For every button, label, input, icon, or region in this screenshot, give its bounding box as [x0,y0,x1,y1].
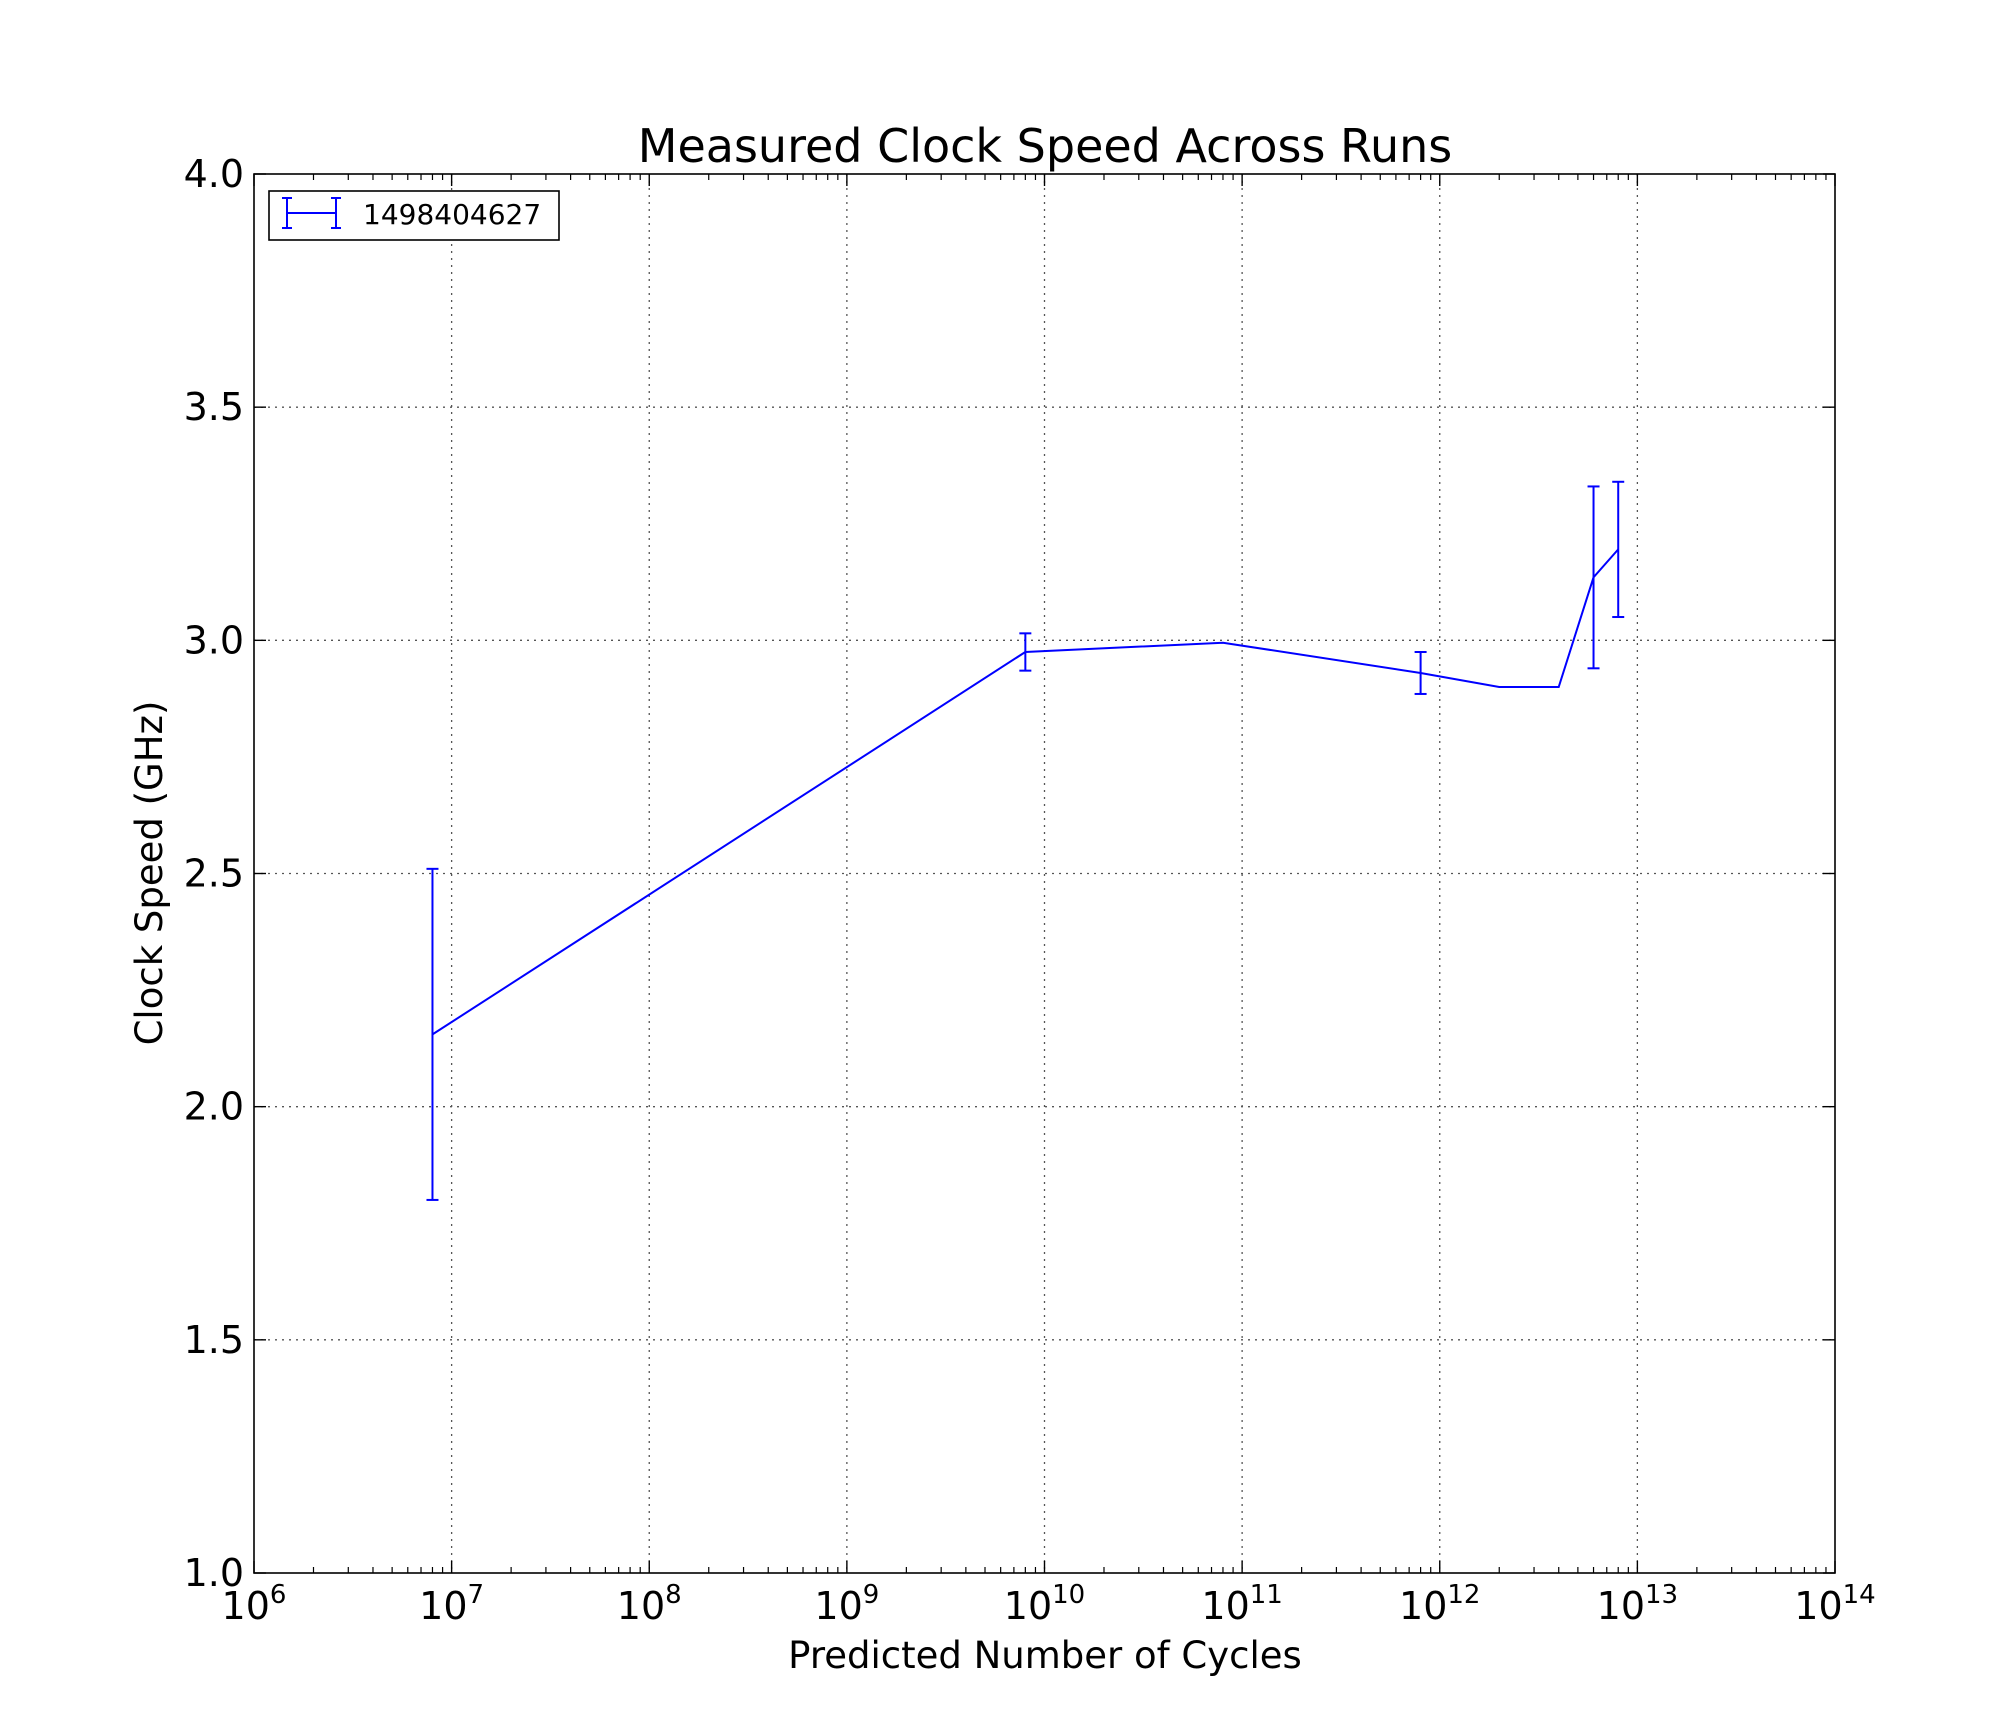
y-axis-label: Clock Speed (GHz) [128,701,171,1046]
x-tick-label: 1013 [1597,1580,1678,1628]
y-tick-label: 2.0 [184,1085,244,1129]
x-tick-label: 107 [419,1580,484,1628]
x-tick-label: 108 [617,1580,682,1628]
x-axis-label: Predicted Number of Cycles [788,1634,1302,1677]
y-tick-label: 1.0 [184,1551,244,1595]
legend-box [268,190,560,241]
x-tick-labels: 106 107 108 109 1010 1011 1012 1013 1014 [222,1580,1876,1628]
y-tick-labels: 1.0 1.5 2.0 2.5 3.0 3.5 4.0 [184,152,244,1595]
y-tick-label: 3.5 [184,385,244,429]
y-tick-label: 1.5 [184,1318,244,1362]
chart-title: Measured Clock Speed Across Runs [638,119,1452,173]
x-tick-label: 1014 [1794,1580,1875,1628]
y-tick-label: 2.5 [184,852,244,896]
series-layer [426,480,1625,1201]
legend-label: 1498404627 [363,198,541,231]
legend: 1498404627 [268,190,560,241]
series-line [431,548,1619,1036]
x-tick-label: 106 [222,1580,287,1628]
y-tick-label: 4.0 [184,152,244,196]
x-tick-label: 1010 [1004,1580,1085,1628]
x-tick-label: 109 [814,1580,879,1628]
grid [254,174,1835,1573]
x-tick-label: 1012 [1399,1580,1480,1628]
y-tick-label: 3.0 [184,618,244,662]
x-tick-label: 1011 [1201,1580,1282,1628]
plot-area-frame [253,173,1836,1574]
